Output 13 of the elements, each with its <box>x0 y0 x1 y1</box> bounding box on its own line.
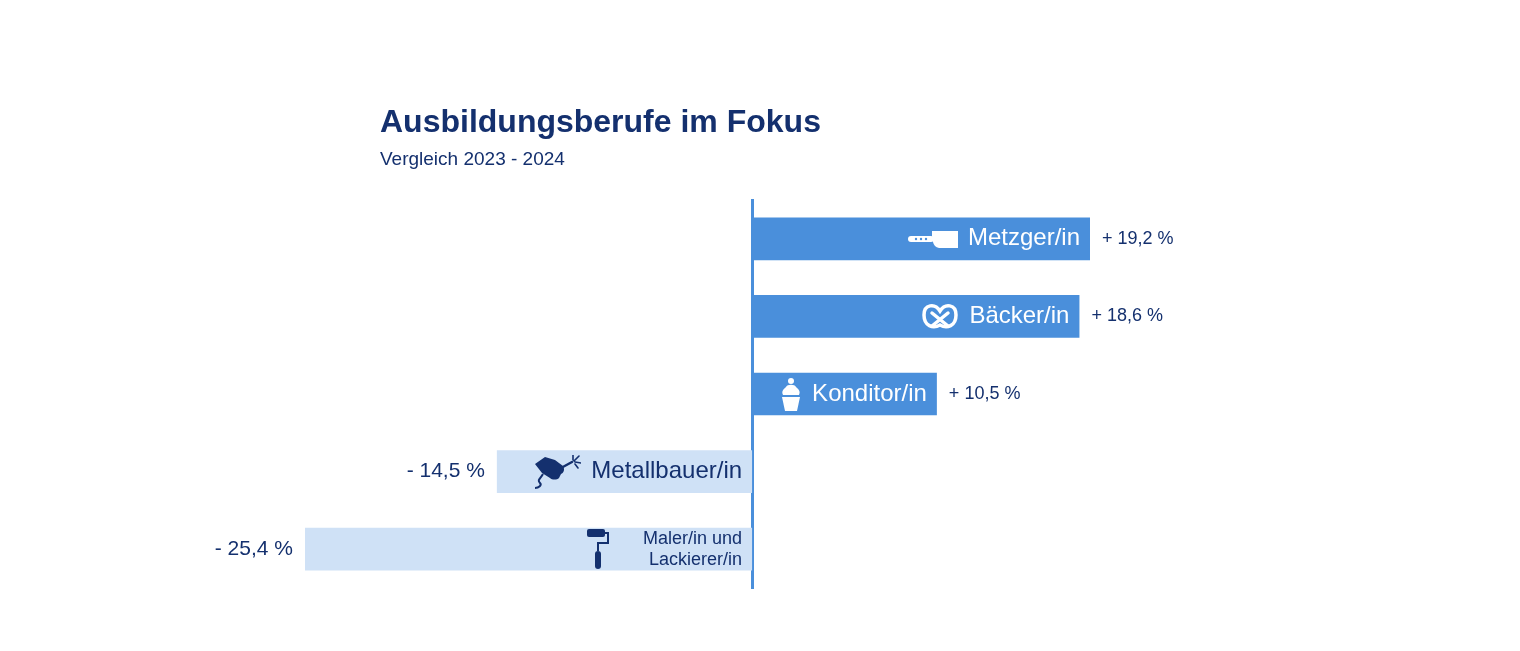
y-tick-label: Bäcker/in <box>969 301 1070 329</box>
data-label: - 14,5 % <box>406 458 485 482</box>
data-label: + 10,5 % <box>948 382 1021 403</box>
y-tick-label: Metallbauer/in <box>591 456 743 484</box>
y-tick-label: Maler/in und Lackierer/in <box>643 527 743 569</box>
data-label: - 25,4 % <box>214 536 293 559</box>
chart-subtitle: Vergleich 2023 - 2024 <box>380 148 566 169</box>
data-label: + 18,6 % <box>1091 305 1163 326</box>
bar <box>305 527 753 571</box>
y-tick-label: Konditor/in <box>812 378 927 406</box>
chart-title: Ausbildungsberufe im Fokus <box>380 103 821 139</box>
y-tick-label: Metzger/in <box>967 223 1080 251</box>
data-label: + 19,2 % <box>1102 227 1174 248</box>
